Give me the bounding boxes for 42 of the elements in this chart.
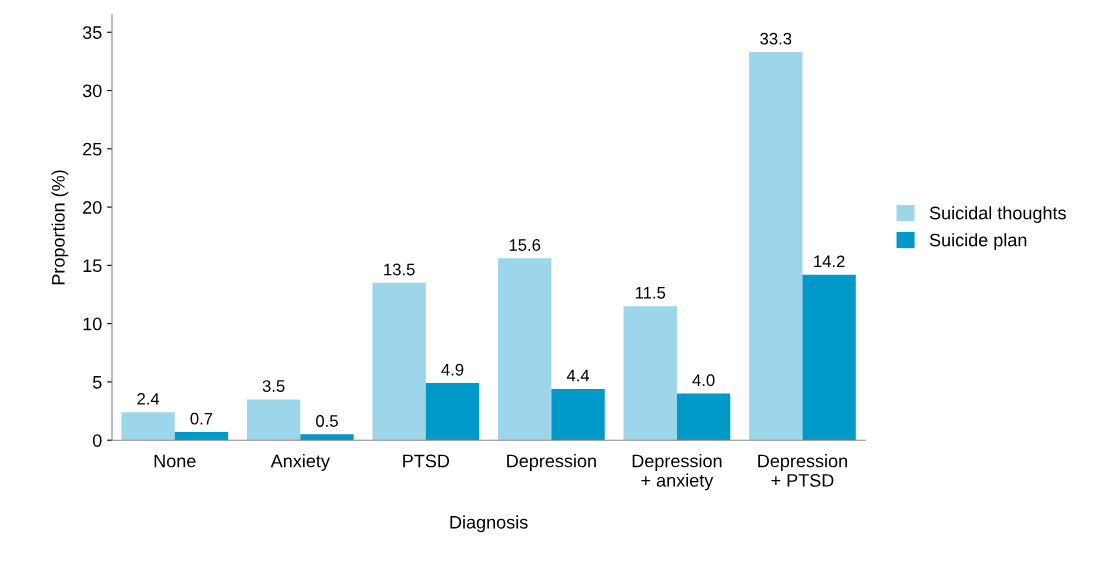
y-tick-label: 10 xyxy=(83,317,102,331)
data-label: 2.4 xyxy=(137,392,160,405)
x-tick-label: Depression xyxy=(507,454,596,471)
bar xyxy=(372,282,426,441)
legend-label: Suicide plan xyxy=(929,233,1027,251)
bar xyxy=(676,393,731,441)
bar xyxy=(425,383,480,441)
data-label: 4.0 xyxy=(692,374,715,387)
data-label: 0.5 xyxy=(316,415,338,427)
y-tick-label: 25 xyxy=(83,142,102,156)
bar xyxy=(174,432,229,441)
data-label: 3.5 xyxy=(262,380,285,392)
y-tick-label: 15 xyxy=(83,259,102,273)
y-tick-label: 5 xyxy=(92,376,102,389)
data-label: 11.5 xyxy=(635,287,666,299)
bar xyxy=(749,52,803,441)
x-tick-label: Anxiety xyxy=(270,454,330,471)
bar xyxy=(623,306,677,441)
y-tick-label: 30 xyxy=(82,84,102,98)
y-tick-label: 0 xyxy=(92,434,102,447)
bar xyxy=(121,412,175,441)
y-axis-title: Proportion (%) xyxy=(51,170,69,285)
y-tick-label: 35 xyxy=(82,26,102,39)
data-label: 0.7 xyxy=(190,412,213,425)
legend-label: Suicidal thoughts xyxy=(929,206,1066,223)
x-axis-title: Diagnosis xyxy=(450,515,528,533)
x-tick-label: Depression + PTSD xyxy=(758,454,847,487)
data-label: 33.3 xyxy=(760,32,792,45)
data-label: 15.6 xyxy=(509,239,541,251)
x-tick-label: None xyxy=(154,454,196,468)
bar xyxy=(300,434,354,441)
data-label: 14.2 xyxy=(814,255,845,268)
bar xyxy=(551,388,605,441)
x-tick-label: PTSD xyxy=(403,454,450,468)
data-label: 4.4 xyxy=(566,369,590,382)
data-label: 4.9 xyxy=(441,363,464,376)
bar xyxy=(246,399,301,441)
bar xyxy=(802,274,856,441)
x-tick-label: Depression + anxiety xyxy=(632,454,722,491)
bar xyxy=(498,258,552,441)
y-tick-label: 20 xyxy=(83,201,102,214)
data-label: 13.5 xyxy=(384,263,415,276)
